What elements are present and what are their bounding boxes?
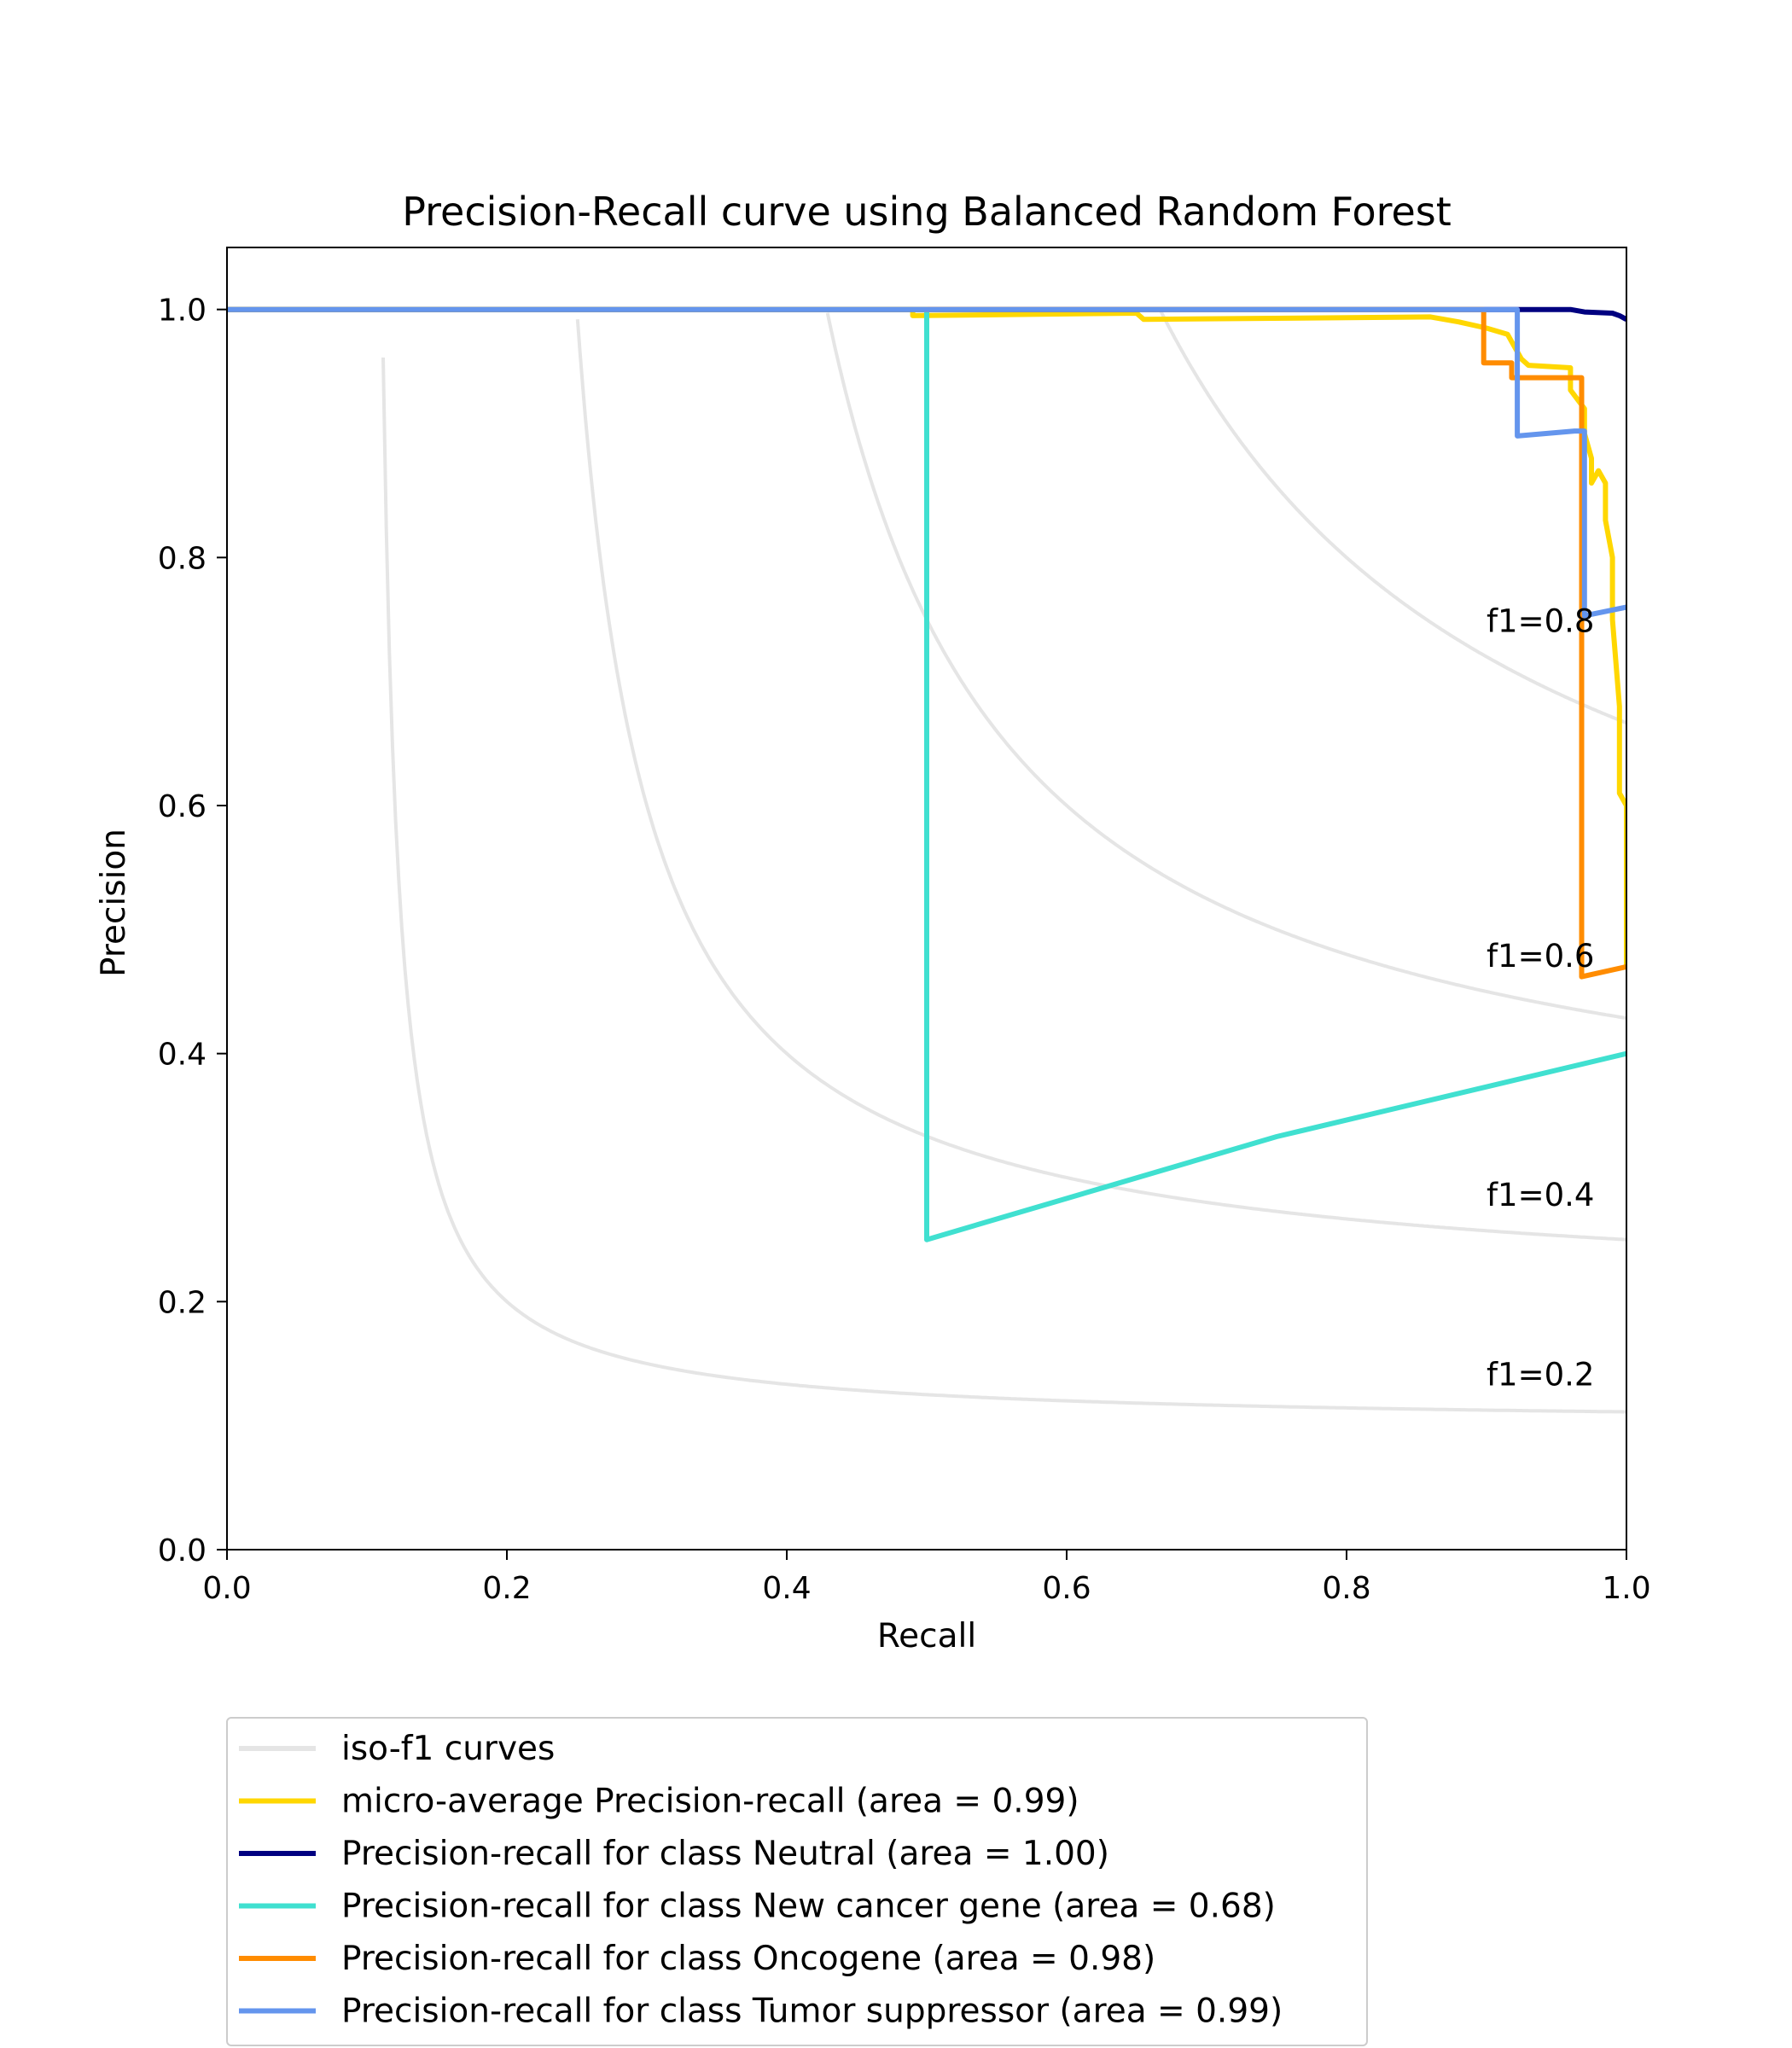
x-axis-ticks: 0.0 0.2 0.4 0.6 0.8 1.0 — [202, 1550, 1651, 1606]
legend-label: Precision-recall for class Neutral (area… — [341, 1835, 1109, 1873]
x-tick-label: 1.0 — [1602, 1571, 1650, 1606]
x-tick-label: 0.0 — [202, 1571, 251, 1606]
legend-label: micro-average Precision-recall (area = 0… — [341, 1783, 1079, 1821]
iso-f1-curve — [825, 312, 1626, 1021]
x-tick-label: 0.2 — [482, 1571, 531, 1606]
legend-frame — [226, 1717, 1368, 2046]
series-lines — [227, 306, 1626, 1242]
iso-f1-curve — [575, 319, 1626, 1242]
iso-f1-curve — [381, 357, 1626, 1414]
series-line — [227, 306, 1626, 619]
x-tick-label: 0.6 — [1042, 1571, 1091, 1606]
iso-f1-label: f1=0.4 — [1487, 1177, 1594, 1213]
y-tick-label: 0.2 — [158, 1285, 207, 1320]
legend-label: iso-f1 curves — [341, 1730, 555, 1768]
series-line — [227, 306, 1626, 967]
series-line — [227, 306, 1626, 1242]
iso-f1-label: f1=0.8 — [1487, 603, 1594, 640]
legend-label: Precision-recall for class New cancer ge… — [341, 1888, 1276, 1926]
iso-f1-curve — [1159, 310, 1626, 724]
plot-area-frame — [226, 247, 1627, 1551]
x-axis-title: Recall — [877, 1617, 976, 1655]
y-tick-label: 0.0 — [158, 1533, 207, 1568]
y-tick-label: 1.0 — [158, 294, 207, 329]
y-tick-label: 0.6 — [158, 789, 207, 824]
x-tick-label: 0.4 — [762, 1571, 811, 1606]
iso-f1-label: f1=0.2 — [1487, 1356, 1594, 1393]
series-line — [227, 306, 1626, 980]
iso-f1-labels: f1=0.2 f1=0.4 f1=0.6 f1=0.8 — [1487, 603, 1594, 1393]
legend-label: Precision-recall for class Oncogene (are… — [341, 1940, 1155, 1978]
y-tick-label: 0.4 — [158, 1038, 207, 1073]
y-tick-label: 0.8 — [158, 541, 207, 576]
y-axis-title: Precision — [95, 829, 133, 977]
chart-title: Precision-Recall curve using Balanced Ra… — [402, 189, 1452, 235]
legend: iso-f1 curves micro-average Precision-rec… — [226, 1717, 1368, 2046]
y-axis-ticks: 0.0 0.2 0.4 0.6 0.8 1.0 — [158, 294, 227, 1568]
x-tick-label: 0.8 — [1322, 1571, 1370, 1606]
iso-f1-label: f1=0.6 — [1487, 938, 1594, 975]
iso-f1-curves — [381, 310, 1626, 1414]
legend-label: Precision-recall for class Tumor suppres… — [341, 1993, 1283, 2031]
legend-items: iso-f1 curves micro-average Precision-rec… — [239, 1730, 1283, 2031]
